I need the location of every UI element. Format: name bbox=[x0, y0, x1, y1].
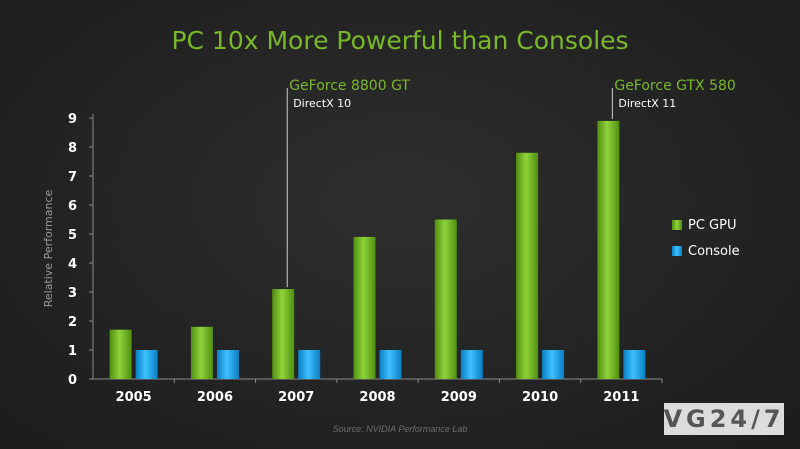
console-bar-2005 bbox=[135, 350, 158, 379]
pc-gpu-bar-2005 bbox=[109, 329, 132, 379]
y-tick-label: 2 bbox=[68, 315, 77, 330]
pc-gpu-bar-2007 bbox=[272, 289, 295, 379]
legend-label: Console bbox=[688, 243, 740, 259]
y-tick-label: 5 bbox=[68, 228, 77, 243]
pc-gpu-bar-2010 bbox=[516, 152, 539, 379]
legend-label: PC GPU bbox=[688, 217, 737, 233]
x-tick-label: 2009 bbox=[441, 390, 477, 405]
y-tick-label: 1 bbox=[68, 344, 77, 359]
y-tick-label: 0 bbox=[68, 373, 77, 388]
chart-axes bbox=[89, 114, 663, 383]
chart-legend: PC GPU Console bbox=[672, 212, 740, 264]
y-tick-label: 3 bbox=[68, 286, 77, 301]
y-axis-title: Relative Performance bbox=[42, 189, 55, 307]
legend-swatch bbox=[672, 246, 682, 256]
y-tick-label: 8 bbox=[68, 141, 77, 156]
pc-gpu-bar-2006 bbox=[190, 326, 213, 379]
console-bar-2008 bbox=[379, 350, 402, 379]
console-bar-2010 bbox=[542, 350, 565, 379]
y-tick-label: 6 bbox=[68, 199, 77, 214]
y-tick-label: 4 bbox=[68, 257, 77, 272]
chart-labels: 0 1 2 3 4 5 6 7 8 9 Relative Performance 2005 2006 20… bbox=[42, 112, 639, 405]
vg247-watermark-logo: VG24/7 bbox=[663, 403, 785, 435]
pc-gpu-bar-2008 bbox=[353, 236, 376, 379]
legend-swatch bbox=[672, 220, 682, 230]
source-note: Source: NVIDIA Performance Lab bbox=[332, 424, 468, 434]
console-bar-2007 bbox=[298, 350, 321, 379]
x-tick-label: 2008 bbox=[359, 390, 395, 405]
x-tick-label: 2005 bbox=[116, 390, 152, 405]
chart-annotations: GeForce 8800 GT DirectX 10 GeForce GTX 580… bbox=[286, 78, 736, 288]
y-tick-label: 7 bbox=[68, 170, 77, 185]
chart-title: PC 10x More Powerful than Consoles bbox=[171, 26, 629, 55]
annotation-label: GeForce 8800 GT bbox=[289, 78, 410, 94]
pc-gpu-bar-2009 bbox=[434, 219, 457, 379]
legend-item: Console bbox=[672, 238, 740, 264]
console-bar-2011 bbox=[623, 350, 646, 379]
pc-gpu-bar-2011 bbox=[597, 120, 620, 380]
x-tick-label: 2006 bbox=[197, 390, 233, 405]
annotation-sublabel: DirectX 10 bbox=[293, 97, 351, 110]
y-tick-label: 9 bbox=[68, 112, 77, 127]
console-bar-2009 bbox=[460, 350, 483, 379]
chart-bars bbox=[109, 120, 646, 380]
console-bar-2006 bbox=[216, 350, 239, 379]
legend-item: PC GPU bbox=[672, 212, 740, 238]
x-tick-label: 2007 bbox=[278, 390, 314, 405]
x-tick-label: 2011 bbox=[603, 390, 639, 405]
annotation-sublabel: DirectX 11 bbox=[618, 97, 676, 110]
annotation-label: GeForce GTX 580 bbox=[614, 78, 735, 94]
watermark-text: VG24/7 bbox=[663, 405, 785, 433]
x-tick-label: 2010 bbox=[522, 390, 558, 405]
